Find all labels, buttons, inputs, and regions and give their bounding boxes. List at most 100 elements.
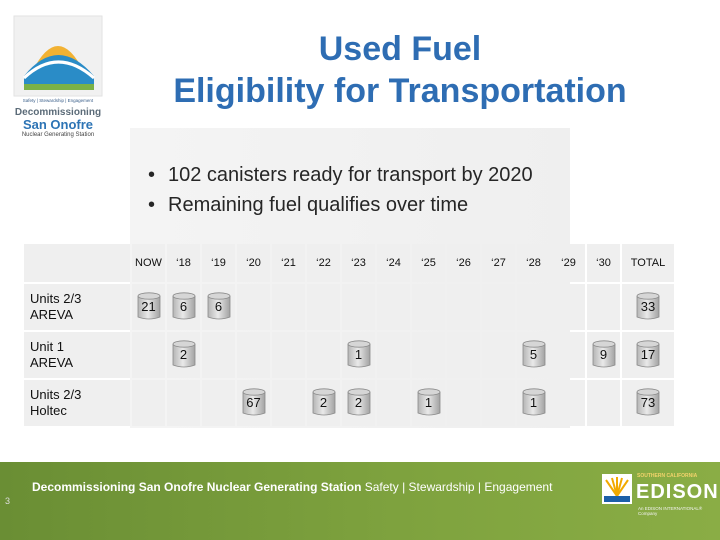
- table-cell: 2: [307, 380, 340, 426]
- row-label-line1: Units 2/3: [30, 387, 82, 402]
- table-cell: 1: [342, 332, 375, 378]
- table-row: Units 2/3 AREVA 21 6 6 33: [24, 284, 674, 330]
- table-cell: [377, 332, 410, 378]
- table-body: Units 2/3 AREVA 21 6 6 33 Unit 1 AREVA 2 1 5 9 17 Uni…: [24, 284, 674, 426]
- table-cell: [482, 380, 515, 426]
- bullet-item: • 102 canisters ready for transport by 20…: [148, 160, 533, 190]
- sunrise-logo-icon: [12, 14, 104, 98]
- table-cell: 67: [237, 380, 270, 426]
- table-cell: 5: [517, 332, 550, 378]
- table-cell: 9: [587, 332, 620, 378]
- table-cell: [272, 332, 305, 378]
- column-header: ‘28: [517, 244, 550, 282]
- table-cell: [132, 380, 165, 426]
- table-cell: 21: [132, 284, 165, 330]
- column-header: ‘19: [202, 244, 235, 282]
- san-onofre-logo: Safety | Stewardship | Engagement Decomm…: [12, 14, 104, 138]
- bullet-icon: •: [148, 164, 156, 186]
- table-cell: [517, 284, 550, 330]
- footer-bar: 3 Decommissioning San Onofre Nuclear Gen…: [0, 462, 720, 540]
- canister-icon: 2: [311, 387, 337, 417]
- table-cell: 73: [622, 380, 674, 426]
- edison-sun-icon: [602, 474, 632, 504]
- canister-count: 73: [640, 394, 656, 410]
- table-cell: 17: [622, 332, 674, 378]
- table-cell: 1: [412, 380, 445, 426]
- canister-icon: 67: [241, 387, 267, 417]
- canister-schedule-table: NOW ‘18 ‘19 ‘20 ‘21 ‘22 ‘23 ‘24 ‘25 ‘26 ‘27 ‘28 ‘29 ‘…: [22, 242, 676, 428]
- canister-count: 67: [246, 394, 261, 410]
- column-header: ‘23: [342, 244, 375, 282]
- canister-icon: 2: [346, 387, 372, 417]
- canister-count: 1: [424, 394, 433, 410]
- title-line2: Eligibility for Transportation: [173, 72, 627, 110]
- canister-icon: 1: [416, 387, 442, 417]
- table-cell: [482, 332, 515, 378]
- canister-count: 5: [529, 346, 538, 362]
- table-header-row: NOW ‘18 ‘19 ‘20 ‘21 ‘22 ‘23 ‘24 ‘25 ‘26 ‘27 ‘28 ‘29 ‘…: [24, 244, 674, 282]
- canister-count: 2: [179, 346, 188, 362]
- row-label-line1: Units 2/3: [30, 291, 82, 306]
- table-cell: [552, 332, 585, 378]
- table-cell: [377, 284, 410, 330]
- edison-wordmark: EDISON: [636, 481, 719, 503]
- logo-tagline: Safety | Stewardship | Engagement: [22, 98, 94, 103]
- column-header: ‘26: [447, 244, 480, 282]
- table-row: Unit 1 AREVA 2 1 5 9 17: [24, 332, 674, 378]
- row-label: Unit 1 AREVA: [24, 332, 130, 378]
- table-cell: [447, 332, 480, 378]
- column-header: TOTAL: [622, 244, 674, 282]
- canister-count: 2: [354, 394, 363, 410]
- canister-count: 33: [640, 298, 656, 314]
- column-header: ‘24: [377, 244, 410, 282]
- table-cell: 2: [342, 380, 375, 426]
- table-cell: 6: [202, 284, 235, 330]
- table-cell: [552, 380, 585, 426]
- table-cell: [202, 380, 235, 426]
- table-cell: [587, 380, 620, 426]
- canister-icon: 1: [521, 387, 547, 417]
- title-line1: Used Fuel: [318, 30, 482, 68]
- footer-title: Decommissioning San Onofre Nuclear Gener…: [32, 480, 362, 494]
- logo-title-line1: Decommissioning: [14, 107, 102, 118]
- canister-icon: 17: [635, 339, 661, 369]
- canister-count: 1: [529, 394, 538, 410]
- logo-title-line2: San Onofre: [22, 117, 94, 132]
- canister-icon: 6: [206, 291, 232, 321]
- table-cell: [587, 284, 620, 330]
- canister-icon: 73: [635, 387, 661, 417]
- row-label: Units 2/3 Holtec: [24, 380, 130, 426]
- table-cell: [482, 284, 515, 330]
- table-cell: [272, 284, 305, 330]
- column-header: ‘25: [412, 244, 445, 282]
- canister-icon: 9: [591, 339, 617, 369]
- row-label-line2: AREVA: [30, 355, 74, 370]
- column-header: ‘22: [307, 244, 340, 282]
- table-corner-cell: [24, 244, 130, 282]
- canister-icon: 6: [171, 291, 197, 321]
- bullet-list: • 102 canisters ready for transport by 20…: [148, 160, 533, 220]
- canister-icon: 1: [346, 339, 372, 369]
- canister-count: 2: [319, 394, 328, 410]
- table-cell: 33: [622, 284, 674, 330]
- canister-icon: 33: [635, 291, 661, 321]
- logo-subtitle: Nuclear Generating Station: [21, 132, 95, 138]
- canister-count: 9: [599, 346, 608, 362]
- canister-icon: 5: [521, 339, 547, 369]
- table-cell: [447, 380, 480, 426]
- table-cell: 1: [517, 380, 550, 426]
- column-header: ‘20: [237, 244, 270, 282]
- column-header: ‘27: [482, 244, 515, 282]
- canister-count: 6: [214, 298, 223, 314]
- footer-tagline: Safety | Stewardship | Engagement: [364, 480, 553, 494]
- table-cell: [307, 332, 340, 378]
- table-cell: [272, 380, 305, 426]
- edison-logo: SOUTHERN CALIFORNIA EDISON An EDISON INT…: [602, 470, 718, 520]
- table-cell: [307, 284, 340, 330]
- canister-count: 21: [141, 298, 156, 314]
- footer-text: Decommissioning San Onofre Nuclear Gener…: [32, 480, 552, 494]
- table-cell: [377, 380, 410, 426]
- row-label: Units 2/3 AREVA: [24, 284, 130, 330]
- column-header: ‘29: [552, 244, 585, 282]
- column-header: ‘30: [587, 244, 620, 282]
